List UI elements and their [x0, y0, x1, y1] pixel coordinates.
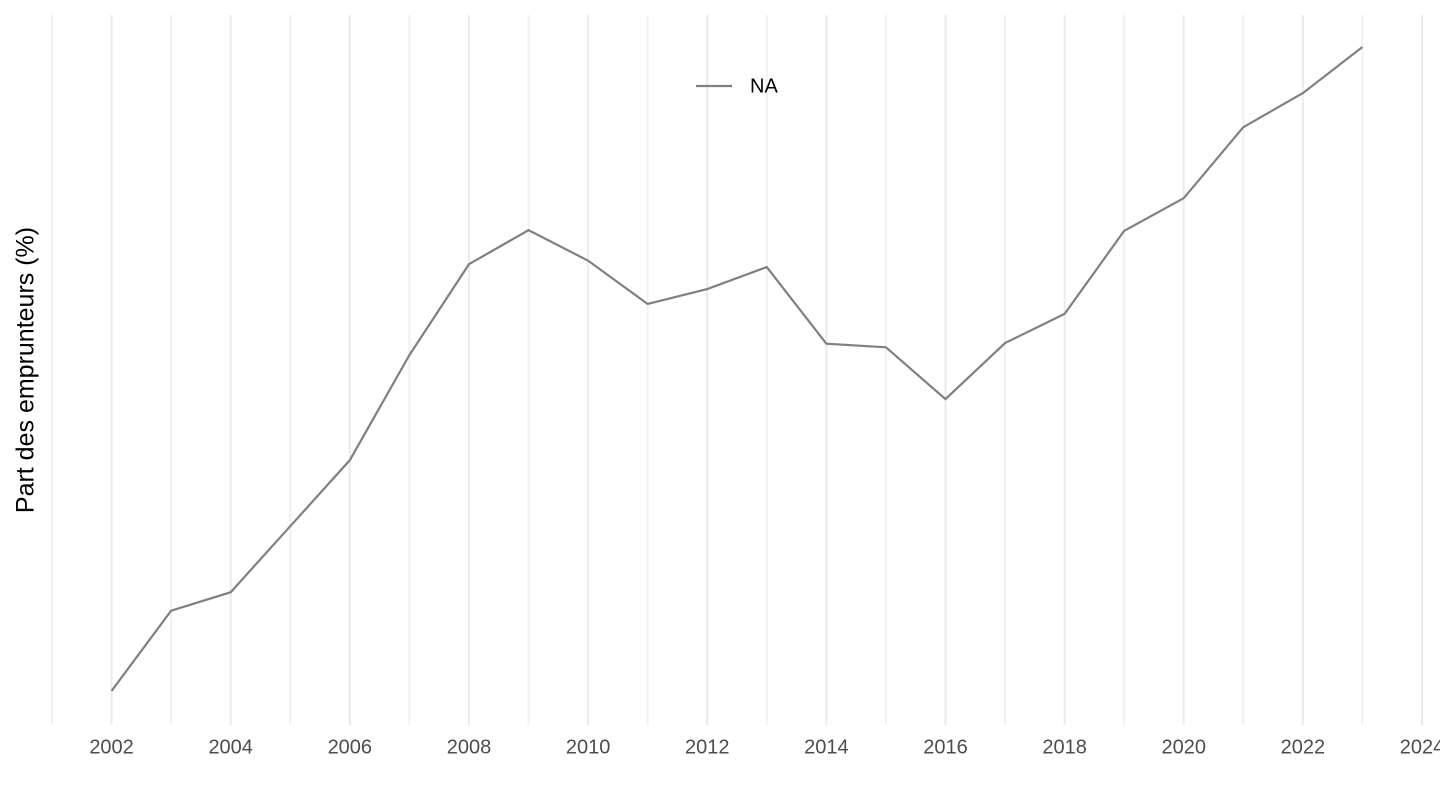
x-tick-label: 2024 — [1400, 736, 1440, 758]
legend-label: NA — [750, 75, 778, 97]
x-tick-label: 2002 — [89, 736, 134, 758]
x-tick-label: 2018 — [1042, 736, 1087, 758]
x-tick-label: 2016 — [923, 736, 968, 758]
x-tick-label: 2010 — [566, 736, 611, 758]
x-tick-label: 2008 — [447, 736, 492, 758]
x-tick-label: 2014 — [804, 736, 849, 758]
y-axis-label: Part des emprunteurs (%) — [12, 227, 40, 513]
x-tick-label: 2004 — [208, 736, 253, 758]
line — [110, 46, 1364, 692]
x-tick-label: 2022 — [1281, 736, 1326, 758]
x-tick-label: 2020 — [1161, 736, 1206, 758]
x-tick-label: 2006 — [328, 736, 373, 758]
x-tick-label: 2012 — [685, 736, 730, 758]
